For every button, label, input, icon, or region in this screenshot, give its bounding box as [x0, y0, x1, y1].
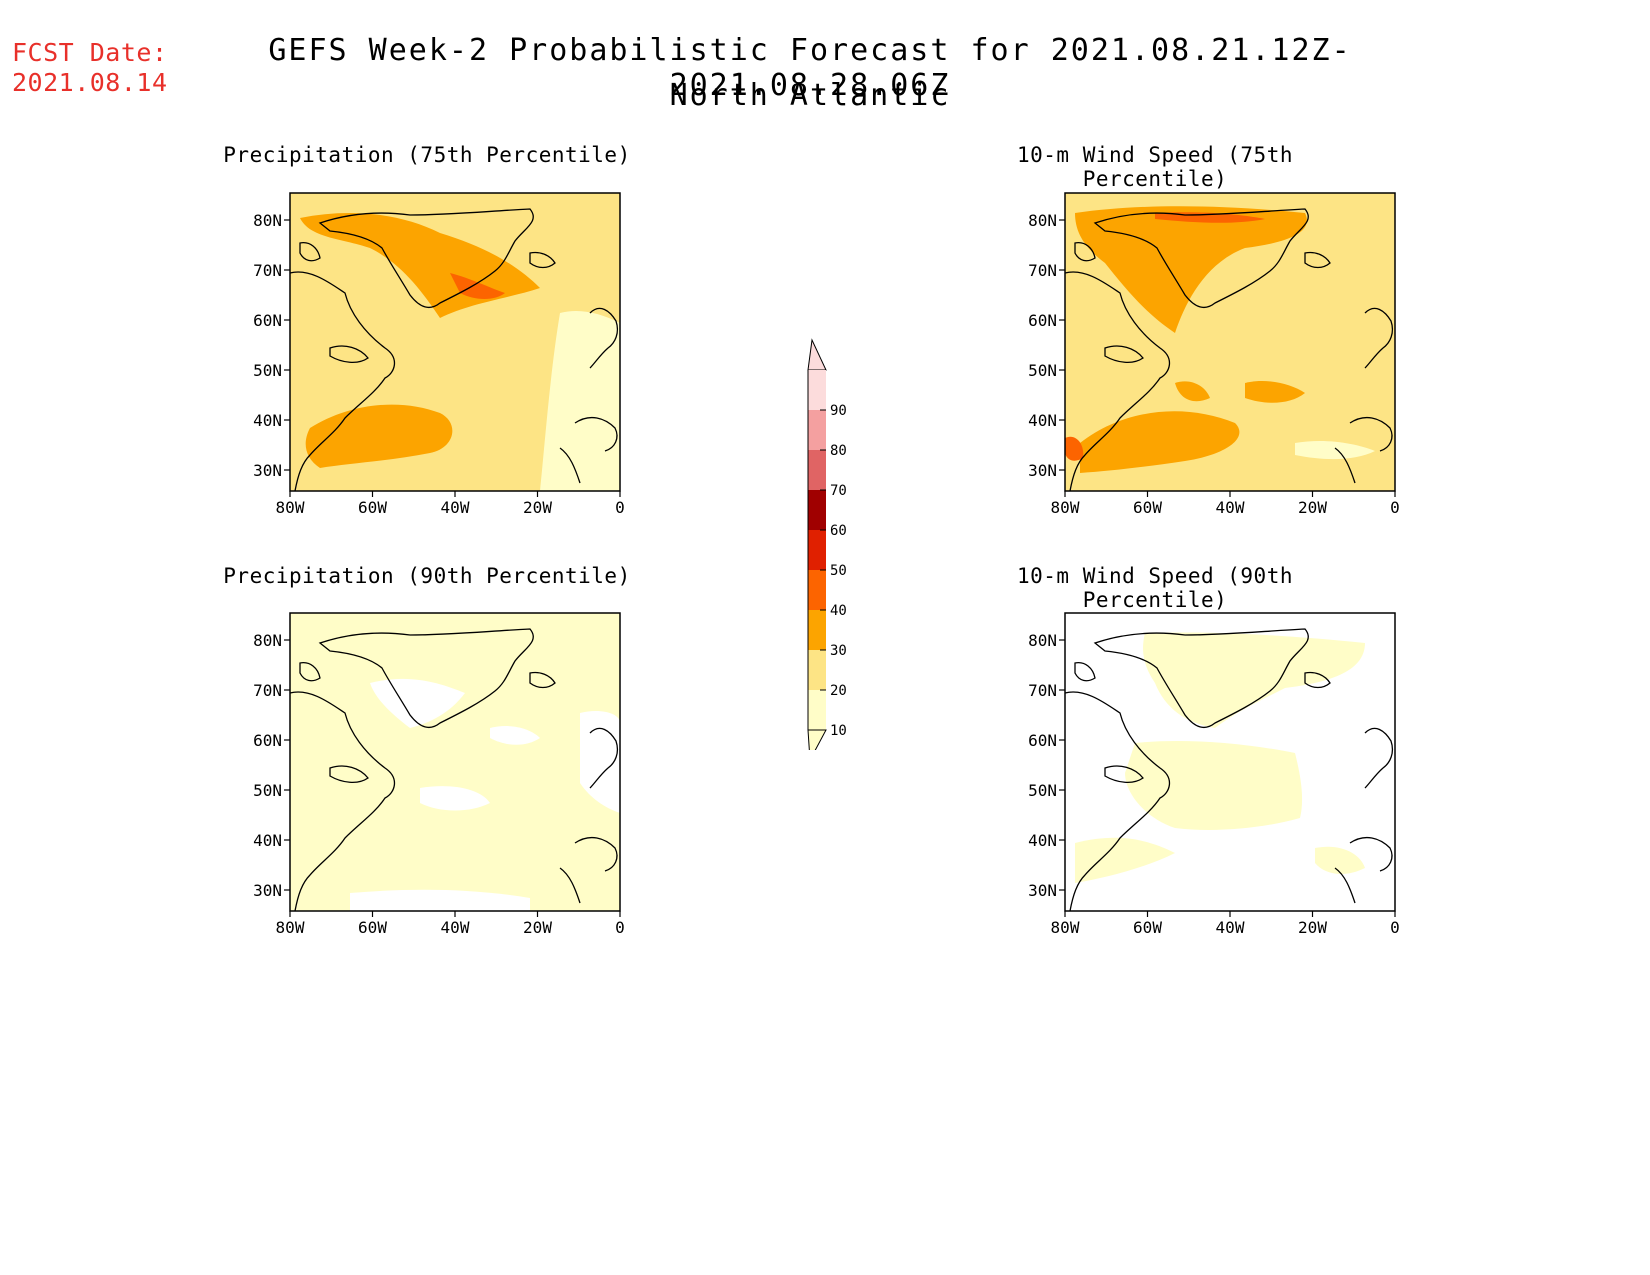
lon-tick-label: 0 [615, 918, 625, 937]
lon-tick-label: 40W [1216, 918, 1245, 937]
lat-tick-label: 60N [253, 311, 282, 330]
colorbar-swatch [808, 450, 826, 490]
lon-tick-label: 20W [523, 498, 552, 517]
colorbar-level-label: 50 [830, 563, 847, 579]
lon-tick-label: 20W [1298, 918, 1327, 937]
lat-tick-label: 40N [253, 831, 282, 850]
colorbar-swatch [808, 410, 826, 450]
colorbar-bottom-tip [807, 729, 827, 750]
colorbar-level-label: 20 [830, 683, 847, 699]
lat-tick-label: 40N [253, 411, 282, 430]
lat-tick-label: 40N [1028, 411, 1057, 430]
lon-tick-label: 0 [615, 498, 625, 517]
lon-tick-label: 80W [1051, 918, 1080, 937]
colorbar-swatch [808, 610, 826, 650]
panel-title-wind-75: 10-m Wind Speed (75th Percentile) [1016, 143, 1293, 191]
lat-tick-label: 30N [253, 881, 282, 900]
colorbar-level-label: 70 [830, 483, 847, 499]
panel-title-wind-90: 10-m Wind Speed (90th Percentile) [1016, 564, 1293, 612]
probability-colorbar: 10 20 30 40 50 60 70 80 90 [807, 338, 847, 750]
lat-tick-label: 80N [253, 631, 282, 650]
lat-tick-label: 50N [253, 781, 282, 800]
lon-tick-label: 0 [1390, 918, 1400, 937]
colorbar-swatch [808, 690, 826, 730]
lat-tick-label: 40N [1028, 831, 1057, 850]
lon-tick-label: 60W [358, 498, 387, 517]
lon-tick-label: 60W [358, 918, 387, 937]
lat-tick-label: 60N [253, 731, 282, 750]
forecast-date-block: FCST Date: 2021.08.14 [12, 38, 168, 98]
colorbar-level-label: 40 [830, 603, 847, 619]
lon-tick-label: 80W [1051, 498, 1080, 517]
lat-tick-label: 50N [253, 361, 282, 380]
colorbar-top-tip [807, 338, 827, 371]
lat-tick-label: 60N [1028, 311, 1057, 330]
colorbar-level-label: 30 [830, 643, 847, 659]
lon-tick-label: 0 [1390, 498, 1400, 517]
lon-tick-label: 60W [1133, 918, 1162, 937]
colorbar-swatch [808, 490, 826, 530]
colorbar-swatch [808, 570, 826, 610]
lon-tick-label: 20W [523, 918, 552, 937]
forecast-date-value: 2021.08.14 [12, 68, 168, 97]
wind-90-map: 80N 70N 60N 50N 40N 30N 80W 60W 40W 20W 0 [1028, 612, 1400, 937]
colorbar-swatch [808, 530, 826, 570]
lat-tick-label: 30N [253, 461, 282, 480]
forecast-date-label: FCST Date: [12, 38, 168, 67]
region-subtitle: North Atlantic [669, 78, 951, 113]
lon-tick-label: 20W [1298, 498, 1327, 517]
panel-title-precip-75: Precipitation (75th Percentile) [223, 143, 631, 167]
colorbar-level-label: 90 [830, 403, 847, 419]
lon-tick-label: 40W [1216, 498, 1245, 517]
precip-75-map: 80N 70N 60N 50N 40N 30N 80W 60W 40W 20W 0 [253, 192, 625, 517]
colorbar-swatch [808, 370, 826, 410]
lon-tick-label: 80W [276, 918, 305, 937]
wind-75-map: 80N 70N 60N 50N 40N 30N 80W 60W 40W 20W 0 [1028, 192, 1400, 517]
lon-tick-label: 60W [1133, 498, 1162, 517]
precip-90-map: 80N 70N 60N 50N 40N 30N 80W 60W 40W 20W 0 [253, 612, 625, 937]
colorbar-level-label: 10 [830, 723, 847, 739]
page-title: GEFS Week-2 Probabilistic Forecast for 2… [268, 33, 1352, 103]
lat-tick-label: 30N [1028, 881, 1057, 900]
lat-tick-label: 70N [1028, 261, 1057, 280]
colorbar-level-label: 80 [830, 443, 847, 459]
lon-tick-label: 40W [441, 498, 470, 517]
lon-tick-label: 40W [441, 918, 470, 937]
lat-tick-label: 50N [1028, 781, 1057, 800]
lat-tick-label: 70N [1028, 681, 1057, 700]
lat-tick-label: 70N [253, 261, 282, 280]
panel-title-precip-90: Precipitation (90th Percentile) [223, 564, 631, 588]
lat-tick-label: 70N [253, 681, 282, 700]
lat-tick-label: 60N [1028, 731, 1057, 750]
lat-tick-label: 80N [1028, 631, 1057, 650]
lat-tick-label: 50N [1028, 361, 1057, 380]
lat-tick-label: 80N [1028, 211, 1057, 230]
colorbar-swatch [808, 650, 826, 690]
colorbar-level-label: 60 [830, 523, 847, 539]
lon-tick-label: 80W [276, 498, 305, 517]
lat-tick-label: 80N [253, 211, 282, 230]
lat-tick-label: 30N [1028, 461, 1057, 480]
